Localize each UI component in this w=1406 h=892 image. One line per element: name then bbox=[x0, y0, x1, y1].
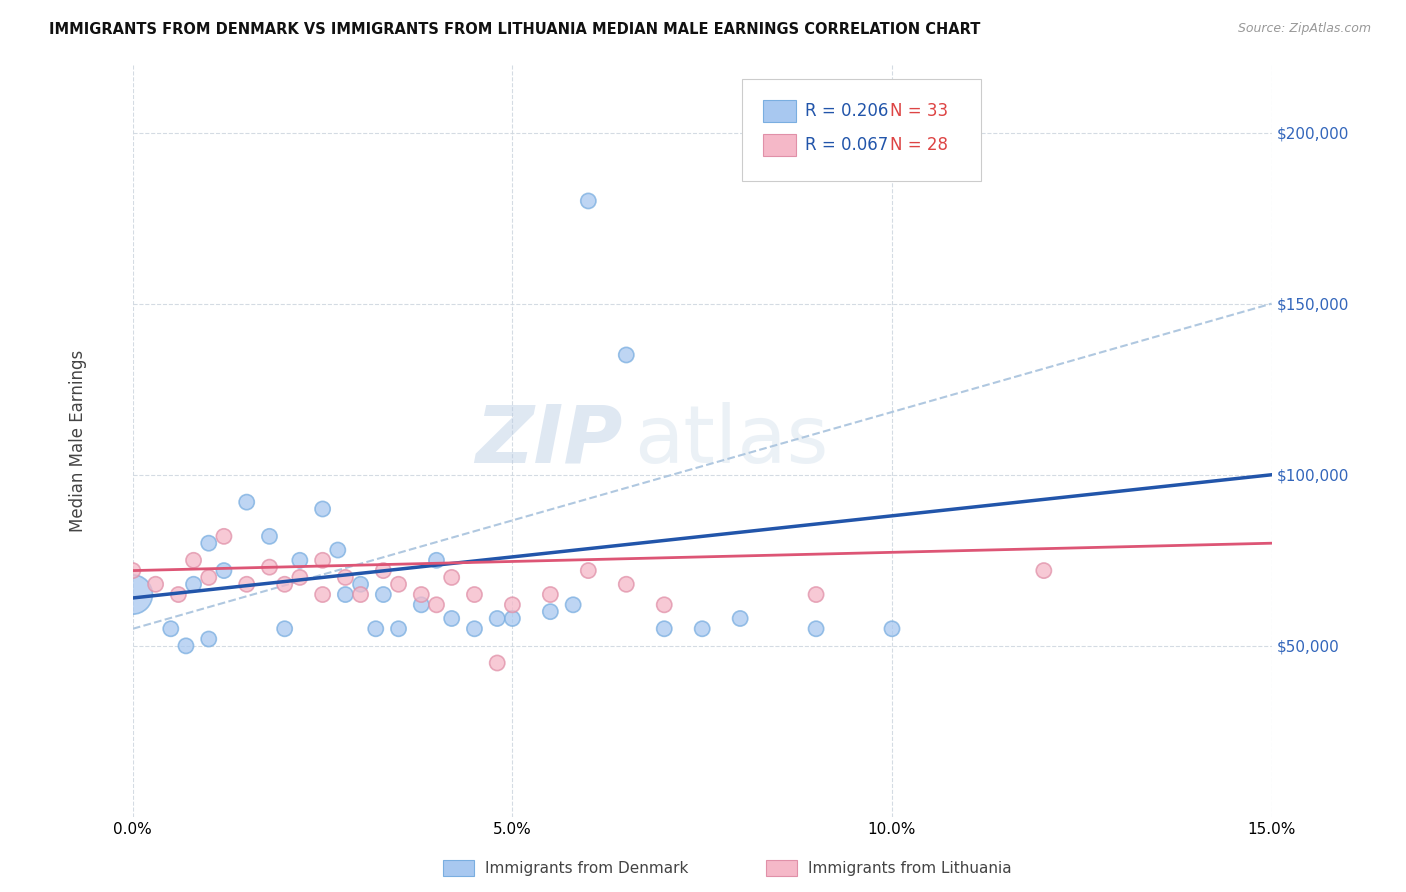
Point bbox=[121, 588, 143, 602]
Point bbox=[373, 564, 395, 578]
FancyBboxPatch shape bbox=[762, 134, 796, 156]
Point bbox=[880, 622, 903, 636]
Point bbox=[804, 588, 827, 602]
Point bbox=[235, 495, 257, 509]
Text: atlas: atlas bbox=[634, 401, 828, 480]
Point bbox=[311, 588, 333, 602]
Point bbox=[121, 564, 143, 578]
Point bbox=[690, 622, 713, 636]
Point bbox=[145, 577, 167, 591]
Point bbox=[167, 588, 190, 602]
Point bbox=[614, 577, 637, 591]
Point bbox=[652, 622, 675, 636]
Point bbox=[562, 598, 585, 612]
Point bbox=[335, 570, 357, 584]
Text: R = 0.067: R = 0.067 bbox=[804, 136, 889, 153]
Point bbox=[501, 611, 523, 625]
Point bbox=[349, 577, 371, 591]
Point bbox=[486, 611, 509, 625]
Point bbox=[614, 348, 637, 362]
Point bbox=[576, 194, 599, 208]
Point bbox=[501, 598, 523, 612]
Point bbox=[463, 622, 485, 636]
Text: N = 33: N = 33 bbox=[890, 102, 948, 120]
Point bbox=[197, 570, 219, 584]
Text: Source: ZipAtlas.com: Source: ZipAtlas.com bbox=[1237, 22, 1371, 36]
Point bbox=[387, 622, 409, 636]
Point bbox=[212, 564, 235, 578]
FancyBboxPatch shape bbox=[742, 79, 981, 181]
Text: Immigrants from Denmark: Immigrants from Denmark bbox=[485, 862, 689, 876]
Point bbox=[273, 577, 295, 591]
Point bbox=[197, 536, 219, 550]
Text: IMMIGRANTS FROM DENMARK VS IMMIGRANTS FROM LITHUANIA MEDIAN MALE EARNINGS CORREL: IMMIGRANTS FROM DENMARK VS IMMIGRANTS FR… bbox=[49, 22, 980, 37]
Point bbox=[463, 588, 485, 602]
Point bbox=[425, 553, 447, 567]
Point bbox=[804, 622, 827, 636]
Point bbox=[326, 543, 349, 558]
Point bbox=[311, 553, 333, 567]
Point bbox=[159, 622, 181, 636]
Point bbox=[728, 611, 751, 625]
Point bbox=[212, 529, 235, 543]
Text: ZIP: ZIP bbox=[475, 401, 623, 480]
Point bbox=[486, 656, 509, 670]
Point bbox=[538, 605, 561, 619]
Point bbox=[197, 632, 219, 646]
Point bbox=[387, 577, 409, 591]
Point bbox=[576, 564, 599, 578]
Point bbox=[652, 598, 675, 612]
Point bbox=[288, 553, 311, 567]
Point bbox=[538, 588, 561, 602]
Point bbox=[259, 560, 281, 574]
Point bbox=[311, 502, 333, 516]
Point bbox=[259, 529, 281, 543]
Point bbox=[235, 577, 257, 591]
Point bbox=[335, 588, 357, 602]
Point bbox=[273, 622, 295, 636]
Text: N = 28: N = 28 bbox=[890, 136, 948, 153]
Point bbox=[373, 588, 395, 602]
Point bbox=[183, 577, 205, 591]
Point bbox=[440, 611, 463, 625]
Point bbox=[411, 588, 433, 602]
Text: Immigrants from Lithuania: Immigrants from Lithuania bbox=[808, 862, 1012, 876]
Text: Median Male Earnings: Median Male Earnings bbox=[69, 350, 87, 532]
Text: R = 0.206: R = 0.206 bbox=[804, 102, 889, 120]
FancyBboxPatch shape bbox=[762, 100, 796, 122]
Point bbox=[183, 553, 205, 567]
Point bbox=[411, 598, 433, 612]
Point bbox=[440, 570, 463, 584]
Point bbox=[364, 622, 387, 636]
Point bbox=[349, 588, 371, 602]
Point bbox=[1032, 564, 1054, 578]
Point bbox=[288, 570, 311, 584]
Point bbox=[425, 598, 447, 612]
Point bbox=[174, 639, 197, 653]
